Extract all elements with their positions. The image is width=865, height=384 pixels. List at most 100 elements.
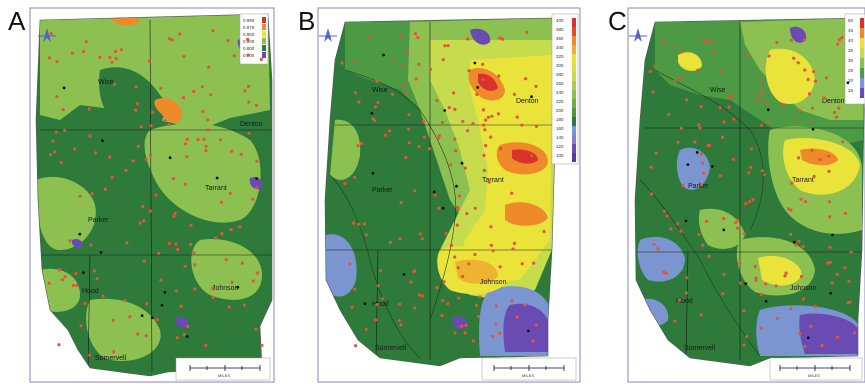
well-dot [827, 200, 832, 204]
well-dot [835, 335, 840, 339]
panel-a-frame [29, 7, 275, 383]
well-dot [699, 152, 703, 156]
well-dot [87, 107, 91, 111]
well-dot [676, 222, 680, 226]
well-dot [427, 147, 431, 151]
panel-b-core-denton [478, 73, 498, 91]
well-dot [182, 54, 186, 59]
well-dot [722, 216, 726, 221]
well-dot [59, 160, 64, 165]
well-dot [407, 141, 411, 145]
panel-b-legend-swatch [572, 126, 576, 135]
panel-a-hotspot [154, 98, 183, 123]
panel-a-county-somervell: Somervell [95, 355, 127, 362]
well-dot [446, 301, 450, 306]
well-dot [57, 343, 61, 347]
well-dot [159, 278, 163, 282]
well-dot [476, 314, 481, 318]
well-dot [731, 93, 735, 97]
well-dot [786, 207, 790, 211]
panel-c-county-somervell: Somervell [684, 345, 716, 352]
panel-c-legend-label: 45 [848, 28, 854, 33]
well-dot [747, 171, 751, 175]
well-dot [520, 262, 524, 266]
well-dot [482, 153, 486, 157]
well-dot [139, 125, 143, 129]
panel-b-legend-label: 100 [556, 153, 564, 158]
well-dot [848, 300, 852, 304]
well-dot [49, 31, 53, 36]
panel-b-scale-label: MILES [522, 373, 534, 378]
well-dot [227, 305, 231, 309]
well-dot [736, 218, 740, 223]
well-dot [456, 207, 460, 211]
panel-c-boundary [634, 17, 865, 367]
well-dot [531, 339, 535, 343]
well-dot [732, 117, 736, 121]
well-dot [103, 187, 108, 191]
well-dot [63, 128, 67, 132]
well-dot [705, 219, 709, 224]
well-dot [134, 108, 138, 112]
well-dot [387, 129, 392, 133]
well-dot [441, 298, 445, 302]
well-dot [820, 344, 824, 348]
well-dot [68, 239, 72, 243]
city-dot [473, 61, 477, 65]
well-dot [482, 123, 486, 127]
well-dot [422, 135, 426, 139]
well-dot [763, 173, 767, 177]
well-dot [149, 153, 153, 157]
panel-b-legend-label: 200 [556, 108, 564, 113]
well-dot [442, 280, 446, 284]
panel-c-legend-swatch [860, 18, 864, 28]
panel-b-county-somervell: Somervell [375, 345, 407, 352]
well-dot [206, 118, 210, 122]
well-dot [697, 232, 701, 236]
well-dot [260, 343, 264, 347]
panel-a-low-spot-3 [71, 238, 83, 249]
panel-c-legend-swatch [860, 78, 864, 88]
well-dot [743, 232, 747, 236]
city-dot [78, 232, 82, 236]
well-dot [170, 38, 174, 42]
panel-c-low-se [799, 313, 860, 354]
well-dot [243, 89, 247, 93]
well-dot [58, 268, 62, 272]
well-dot [226, 39, 230, 43]
well-dot [433, 193, 437, 197]
well-dot [748, 200, 752, 204]
well-dot [444, 231, 448, 235]
well-dot [93, 151, 98, 155]
panel-b-legend-swatch [572, 108, 576, 117]
well-dot [136, 332, 140, 336]
well-dot [417, 293, 421, 297]
well-dot [653, 64, 657, 68]
well-dot [739, 281, 743, 285]
well-dot [722, 272, 726, 276]
well-dot [847, 279, 851, 283]
well-dot [494, 304, 498, 308]
well-dot [353, 60, 357, 64]
well-dot [447, 106, 451, 110]
panel-a-county-denton: Denton [240, 121, 263, 128]
well-dot [53, 150, 57, 154]
well-dot [171, 177, 176, 181]
well-dot [491, 334, 495, 338]
well-dot [735, 226, 740, 230]
well-dot [375, 303, 379, 307]
well-dot [178, 32, 182, 36]
well-dot [745, 54, 749, 58]
panel-b-legend-label: 160 [556, 126, 564, 131]
well-dot [497, 331, 502, 335]
well-dot [718, 174, 722, 178]
well-dot [401, 63, 405, 67]
well-dot [826, 261, 830, 265]
city-dot [443, 109, 447, 112]
well-dot [54, 130, 59, 134]
well-dot [792, 56, 796, 60]
panel-b-county-parker: Parker [372, 187, 393, 194]
well-dot [841, 140, 845, 144]
well-dot [651, 90, 655, 94]
well-dot [464, 323, 468, 327]
